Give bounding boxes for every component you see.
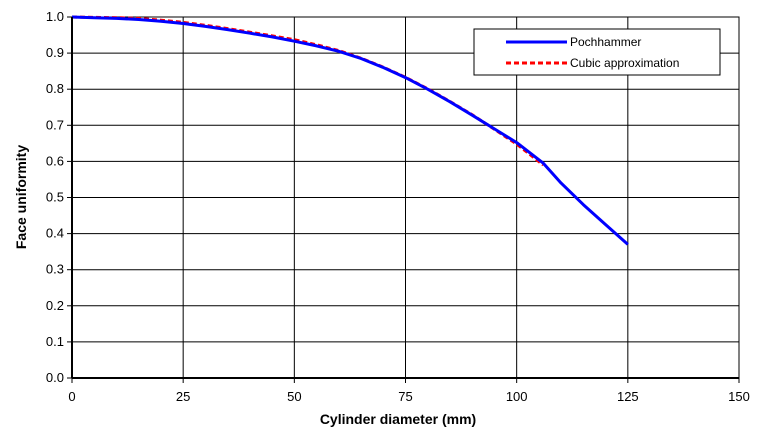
y-axis-title: Face uniformity: [13, 145, 29, 249]
x-tick-label: 25: [176, 389, 190, 404]
legend-label-pochhammer: Pochhammer: [570, 35, 641, 49]
y-tick-label: 0.5: [46, 190, 64, 205]
y-tick-label: 0.4: [46, 226, 64, 241]
x-tick-label: 50: [287, 389, 301, 404]
y-tick-label: 0.0: [46, 370, 64, 385]
series-line-pochhammer: [71, 15, 629, 246]
legend: Pochhammer Cubic approximation: [473, 28, 721, 76]
x-axis-ticks: 0 25 50 75 100 125 150: [68, 378, 750, 404]
y-tick-label: 0.7: [46, 117, 64, 132]
x-tick-label: 125: [617, 389, 639, 404]
y-tick-label: 1.0: [46, 9, 64, 24]
x-tick-label: 100: [506, 389, 528, 404]
y-tick-label: 0.3: [46, 262, 64, 277]
y-tick-label: 0.2: [46, 298, 64, 313]
x-axis-title: Cylinder diameter (mm): [320, 411, 476, 427]
series-layer: [71, 15, 629, 246]
y-axis-ticks: 0.0 0.1 0.2 0.3 0.4 0.5 0.6 0.7 0.8 0.9 1.0: [46, 9, 72, 385]
y-tick-label: 0.9: [46, 45, 64, 60]
legend-box: [473, 28, 721, 76]
legend-label-cubic: Cubic approximation: [570, 56, 679, 70]
y-tick-label: 0.1: [46, 334, 64, 349]
x-tick-label: 75: [398, 389, 412, 404]
x-tick-label: 150: [728, 389, 750, 404]
x-tick-label: 0: [68, 389, 75, 404]
y-tick-label: 0.6: [46, 153, 64, 168]
y-tick-label: 0.8: [46, 81, 64, 96]
